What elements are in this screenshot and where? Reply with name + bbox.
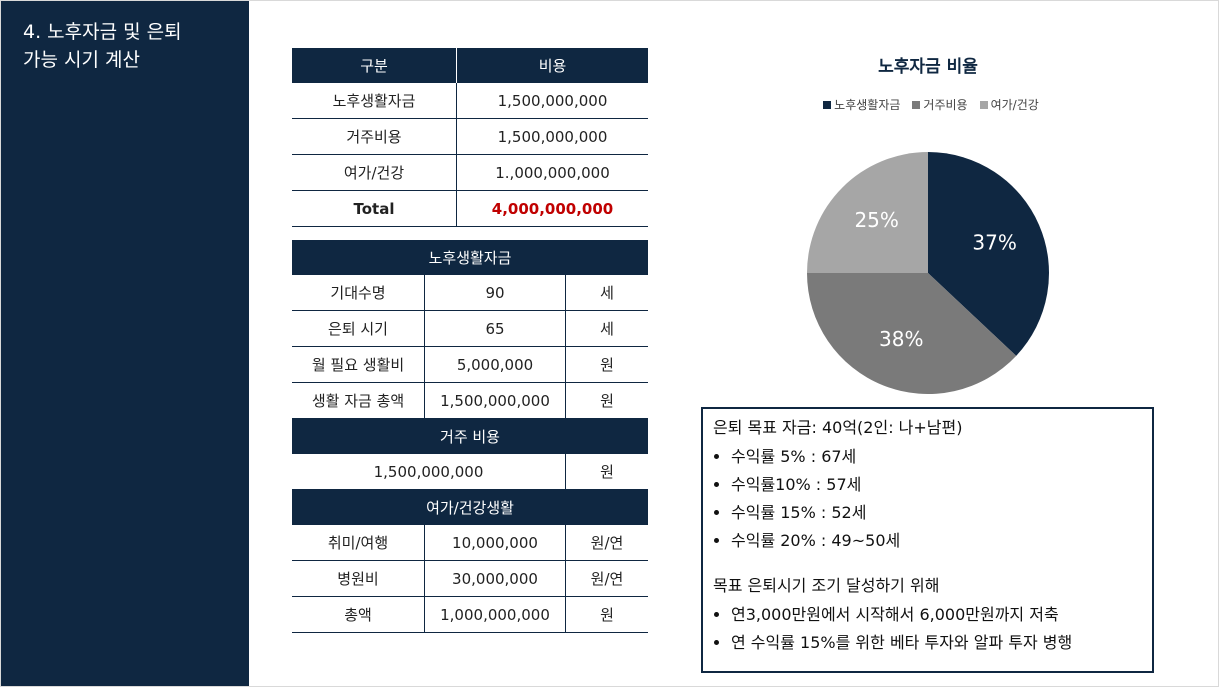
note-box: 은퇴 목표 자금: 40억(2인: 나+남편) 수익률 5% : 67세수익률1… [701, 407, 1154, 673]
table-row: 기대수명 90 세 [292, 275, 648, 311]
table-row: 병원비 30,000,000 원/연 [292, 561, 648, 597]
table-row: 취미/여행 10,000,000 원/연 [292, 525, 648, 561]
table-cell: 세 [565, 275, 648, 310]
table-cell: 10,000,000 [424, 525, 565, 560]
table-cell: 월 필요 생활비 [311, 356, 405, 374]
note-item: 수익률 15% : 52세 [731, 499, 1142, 527]
note-list: 연3,000만원에서 시작해서 6,000만원까지 저축연 수익률 15%를 위… [713, 601, 1142, 657]
header-cell: 여가/건강생활 [426, 499, 514, 517]
table-cell: 1,500,000,000 [373, 462, 484, 481]
table-cell: 90 [424, 275, 565, 310]
table-row: 여가/건강 1.,000,000,000 [292, 155, 648, 191]
table-cell: 원 [565, 383, 648, 418]
header-cell: 구분 [360, 57, 388, 75]
note-item: 수익률 5% : 67세 [731, 443, 1142, 471]
table-cell: 1,000,000,000 [424, 597, 565, 632]
table-header-row: 노후생활자금 [292, 240, 648, 276]
data-label: 38% [879, 327, 923, 351]
chart-title: 노후자금 비율 [878, 56, 978, 77]
legend: 노후생활자금 거주비용 여가/건강 [781, 96, 1081, 113]
table-row: 1,500,000,000 원 [292, 454, 648, 490]
table-cell: 원 [565, 347, 648, 382]
table-cell: 기대수명 [330, 284, 386, 302]
note-item: 수익률 20% : 49~50세 [731, 527, 1142, 555]
legend-item: 거주비용 [912, 96, 968, 113]
note-list: 수익률 5% : 67세수익률10% : 57세수익률 15% : 52세수익률… [713, 443, 1142, 555]
table-cell: 생활 자금 총액 [311, 392, 405, 410]
table-row: 총액 1,000,000,000 원 [292, 597, 648, 633]
pie-slice [807, 273, 1017, 394]
table-row: 월 필요 생활비 5,000,000 원 [292, 347, 648, 383]
table-cell: 1.,000,000,000 [456, 155, 648, 190]
legend-swatch [912, 100, 921, 109]
legend-item: 노후생활자금 [823, 96, 900, 113]
pie-slice [807, 152, 928, 273]
table-header-row: 구분 비용 [292, 48, 648, 84]
data-label: 25% [854, 208, 898, 232]
table-cell: 30,000,000 [424, 561, 565, 596]
header-cell: 노후생활자금 [428, 249, 512, 267]
note-item: 연 수익률 15%를 위한 베타 투자와 알파 투자 병행 [731, 629, 1142, 657]
legend-label: 노후생활자금 [834, 98, 901, 112]
table-cell: Total [353, 199, 395, 218]
header-cell: 비용 [456, 48, 648, 83]
note-item: 연3,000만원에서 시작해서 6,000만원까지 저축 [731, 601, 1142, 629]
note-heading: 은퇴 목표 자금: 40억(2인: 나+남편) [713, 418, 963, 437]
table-cell: 취미/여행 [327, 534, 389, 552]
table-cell: 원/연 [565, 525, 648, 560]
table-row: 거주비용 1,500,000,000 [292, 119, 648, 155]
table-cell: 4,000,000,000 [456, 191, 648, 226]
table-row: 생활 자금 총액 1,500,000,000 원 [292, 383, 648, 419]
header-cell: 거주 비용 [440, 428, 500, 446]
legend-item: 여가/건강 [979, 96, 1039, 113]
table-cell: 1,500,000,000 [456, 119, 648, 154]
table-cell: 원 [565, 454, 648, 489]
table-cell: 총액 [344, 606, 372, 624]
slide-title: 4. 노후자금 및 은퇴 [23, 21, 182, 43]
table-cell: 병원비 [337, 570, 379, 588]
table-row: Total 4,000,000,000 [292, 191, 648, 227]
slide-title: 가능 시기 계산 [23, 49, 140, 71]
table-cell: 65 [424, 311, 565, 346]
legend-label: 거주비용 [923, 98, 968, 112]
table-cell: 여가/건강 [343, 164, 405, 182]
data-label: 37% [972, 231, 1016, 255]
table-cell: 세 [565, 311, 648, 346]
table-cell: 5,000,000 [424, 347, 565, 382]
note-heading: 목표 은퇴시기 조기 달성하기 위해 [713, 576, 940, 595]
sidebar: 4. 노후자금 및 은퇴 가능 시기 계산 [1, 1, 249, 686]
legend-label: 여가/건강 [990, 98, 1039, 112]
table-cell: 거주비용 [346, 128, 402, 146]
legend-swatch [823, 100, 832, 109]
legend-swatch [979, 100, 988, 109]
table-cell: 1,500,000,000 [424, 383, 565, 418]
table-cell: 1,500,000,000 [456, 83, 648, 118]
note-item: 수익률10% : 57세 [731, 471, 1142, 499]
table-cell: 은퇴 시기 [328, 320, 388, 338]
table-cell: 노후생활자금 [332, 92, 416, 110]
table-header-row: 거주 비용 [292, 419, 648, 455]
table-row: 노후생활자금 1,500,000,000 [292, 83, 648, 119]
pie-slice [928, 152, 1049, 356]
table-cell: 원/연 [565, 561, 648, 596]
table-header-row: 여가/건강생활 [292, 490, 648, 526]
table-cell: 원 [565, 597, 648, 632]
table-row: 은퇴 시기 65 세 [292, 311, 648, 347]
